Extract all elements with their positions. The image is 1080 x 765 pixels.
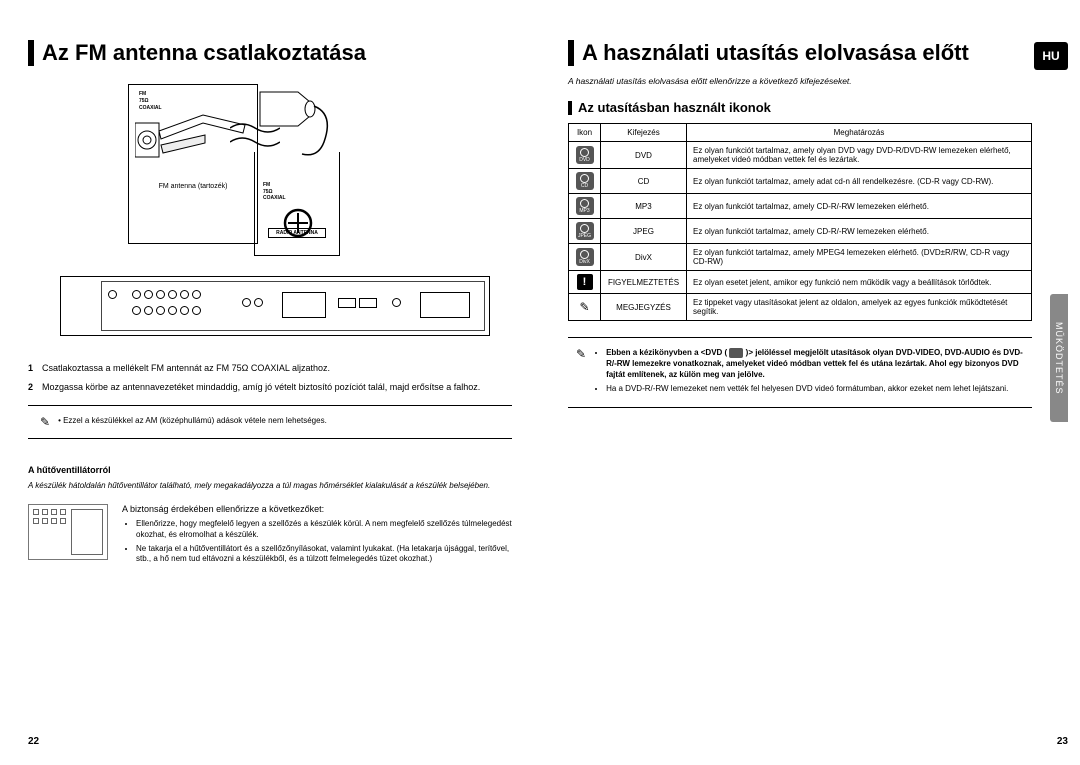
note-bullet: Ha a DVD-R/-RW lemezeket nem vették fel … [606, 384, 1024, 395]
fan-rear-image [28, 504, 108, 560]
col-def: Meghatározás [687, 124, 1032, 142]
right-page: HU MŰKÖDTETÉS A használati utasítás elol… [540, 0, 1080, 765]
term-cell: CD [601, 169, 687, 194]
disc-icon: CD [576, 172, 594, 190]
connector-box-left: FM 75Ω COAXIAL FM antenna (tartozék) [128, 84, 258, 244]
fan-intro: A készülék hátoldalán hűtőventillátor ta… [28, 481, 512, 491]
icons-subheading: Az utasításban használt ikonok [568, 100, 1032, 115]
term-cell: FIGYELMEZTETÉS [601, 271, 687, 294]
step-row: 2Mozgassa körbe az antennavezetéket mind… [28, 381, 512, 394]
dvd-note-block: ✎ Ebben a kézikönyvben a <DVD ( )> jelöl… [568, 337, 1032, 408]
definition-cell: Ez olyan funkciót tartalmaz, amely CD-R/… [687, 194, 1032, 219]
disc-icon: DVD [576, 146, 594, 164]
pencil-icon: ✎ [576, 348, 586, 397]
fan-bullet: Ellenőrizze, hogy megfelelő legyen a sze… [136, 519, 512, 540]
table-row: JPEGJPEGEz olyan funkciót tartalmaz, ame… [569, 219, 1032, 244]
antenna-label: FM antenna (tartozék) [135, 183, 251, 190]
table-row: DVDDVDEz olyan funkciót tartalmaz, amely… [569, 142, 1032, 169]
connector-box-right: FM 75Ω COAXIAL RADIO ANTENNA [254, 152, 340, 256]
pencil-icon: ✎ [40, 416, 50, 428]
am-note: ✎ • Ezzel a készülékkel az AM (középhull… [28, 405, 512, 439]
language-badge: HU [1034, 42, 1068, 70]
col-term: Kifejezés [601, 124, 687, 142]
definition-cell: Ez olyan funkciót tartalmaz, amely CD-R/… [687, 219, 1032, 244]
col-icon: Ikon [569, 124, 601, 142]
icons-table: Ikon Kifejezés Meghatározás DVDDVDEz oly… [568, 123, 1032, 321]
term-cell: DivX [601, 244, 687, 271]
pencil-icon: ✎ [579, 300, 589, 314]
warning-icon: ! [577, 274, 593, 290]
definition-cell: Ez olyan funkciót tartalmaz, amely olyan… [687, 142, 1032, 169]
subheading-bar [568, 101, 572, 115]
table-row: CDCDEz olyan funkciót tartalmaz, amely a… [569, 169, 1032, 194]
plug-illustration [254, 86, 344, 162]
fan-heading: A hűtőventillátorról [28, 465, 512, 475]
table-row: ! FIGYELMEZTETÉSEz olyan esetet jelent, a… [569, 271, 1032, 294]
icon-cell: CD [569, 169, 601, 194]
right-heading: A használati utasítás elolvasása előtt [568, 40, 1032, 66]
term-cell: MEGJEGYZÉS [601, 294, 687, 321]
icon-cell: DivX [569, 244, 601, 271]
icon-cell: ! [569, 271, 601, 294]
definition-cell: Ez tippeket vagy utasításokat jelent az … [687, 294, 1032, 321]
fan-section: A biztonság érdekében ellenőrizze a köve… [28, 504, 512, 569]
heading-bar [28, 40, 34, 66]
step-row: 1Csatlakoztassa a mellékelt FM antennát … [28, 362, 512, 375]
icon-cell: JPEG [569, 219, 601, 244]
note-bullet: Ebben a kézikönyvben a <DVD ( )> jelölés… [606, 348, 1024, 381]
fm-antenna-diagram: FM 75Ω COAXIAL FM antenna (tartozék) FM [28, 76, 512, 346]
page-number-right: 23 [1057, 736, 1068, 747]
disc-icon: JPEG [576, 222, 594, 240]
icon-cell: DVD [569, 142, 601, 169]
definition-cell: Ez olyan funkciót tartalmaz, amely adat … [687, 169, 1032, 194]
left-title: Az FM antenna csatlakoztatása [42, 40, 366, 66]
coax-port-icon [283, 208, 313, 238]
rear-panel-diagram [60, 276, 490, 336]
section-tab: MŰKÖDTETÉS [1050, 294, 1068, 422]
instruction-steps: 1Csatlakoztassa a mellékelt FM antennát … [28, 362, 512, 393]
table-row: MP3MP3Ez olyan funkciót tartalmaz, amely… [569, 194, 1032, 219]
right-title: A használati utasítás elolvasása előtt [582, 40, 969, 66]
term-cell: MP3 [601, 194, 687, 219]
left-page: Az FM antenna csatlakoztatása FM 75Ω COA… [0, 0, 540, 765]
term-cell: DVD [601, 142, 687, 169]
fan-bullet: Ne takarja el a hűtőventillátort és a sz… [136, 544, 512, 565]
intro-text: A használati utasítás elolvasása előtt e… [568, 76, 1032, 86]
icon-cell: ✎ [569, 294, 601, 321]
dvd-mini-icon [729, 348, 743, 358]
fan-check-heading: A biztonság érdekében ellenőrizze a köve… [122, 504, 512, 516]
icon-cell: MP3 [569, 194, 601, 219]
definition-cell: Ez olyan funkciót tartalmaz, amely MPEG4… [687, 244, 1032, 271]
table-row: ✎ MEGJEGYZÉSEz tippeket vagy utasításokat… [569, 294, 1032, 321]
heading-bar [568, 40, 574, 66]
page-number-left: 22 [28, 736, 39, 747]
left-heading: Az FM antenna csatlakoztatása [28, 40, 512, 66]
disc-icon: DivX [576, 248, 594, 266]
definition-cell: Ez olyan esetet jelent, amikor egy funkc… [687, 271, 1032, 294]
term-cell: JPEG [601, 219, 687, 244]
disc-icon: MP3 [576, 197, 594, 215]
table-row: DivXDivXEz olyan funkciót tartalmaz, ame… [569, 244, 1032, 271]
